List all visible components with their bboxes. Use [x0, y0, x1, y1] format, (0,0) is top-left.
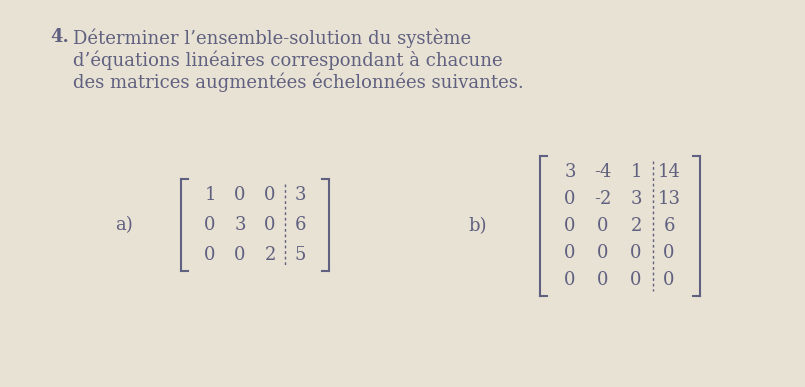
Text: 0: 0 [264, 186, 276, 204]
Text: 0: 0 [597, 217, 609, 235]
Text: -2: -2 [594, 190, 612, 208]
Text: 0: 0 [630, 271, 642, 289]
Text: -4: -4 [594, 163, 612, 181]
Text: 0: 0 [234, 186, 246, 204]
Text: 1: 1 [204, 186, 216, 204]
Text: 0: 0 [564, 244, 576, 262]
Text: 2: 2 [264, 246, 275, 264]
Text: 0: 0 [264, 216, 276, 234]
Text: des matrices augmentées échelonnées suivantes.: des matrices augmentées échelonnées suiv… [73, 72, 524, 91]
Text: 0: 0 [597, 244, 609, 262]
Text: b): b) [468, 217, 486, 235]
Text: 0: 0 [564, 271, 576, 289]
Text: 14: 14 [658, 163, 680, 181]
Text: 13: 13 [658, 190, 680, 208]
Text: a): a) [115, 216, 133, 234]
Text: 0: 0 [204, 246, 216, 264]
Text: 3: 3 [295, 186, 306, 204]
Text: 0: 0 [597, 271, 609, 289]
Text: 0: 0 [204, 216, 216, 234]
Text: 3: 3 [564, 163, 576, 181]
Text: 6: 6 [663, 217, 675, 235]
Text: 0: 0 [630, 244, 642, 262]
Text: 0: 0 [663, 244, 675, 262]
Text: 5: 5 [295, 246, 306, 264]
Text: 0: 0 [663, 271, 675, 289]
Text: 3: 3 [630, 190, 642, 208]
Text: d’équations linéaires correspondant à chacune: d’équations linéaires correspondant à ch… [73, 50, 502, 70]
Text: Déterminer l’ensemble-solution du système: Déterminer l’ensemble-solution du systèm… [73, 28, 471, 48]
Text: 4.: 4. [50, 28, 69, 46]
Text: 3: 3 [234, 216, 246, 234]
Text: 0: 0 [564, 190, 576, 208]
Text: 0: 0 [564, 217, 576, 235]
Text: 0: 0 [234, 246, 246, 264]
Text: 6: 6 [295, 216, 306, 234]
Text: 2: 2 [630, 217, 642, 235]
Text: 1: 1 [630, 163, 642, 181]
